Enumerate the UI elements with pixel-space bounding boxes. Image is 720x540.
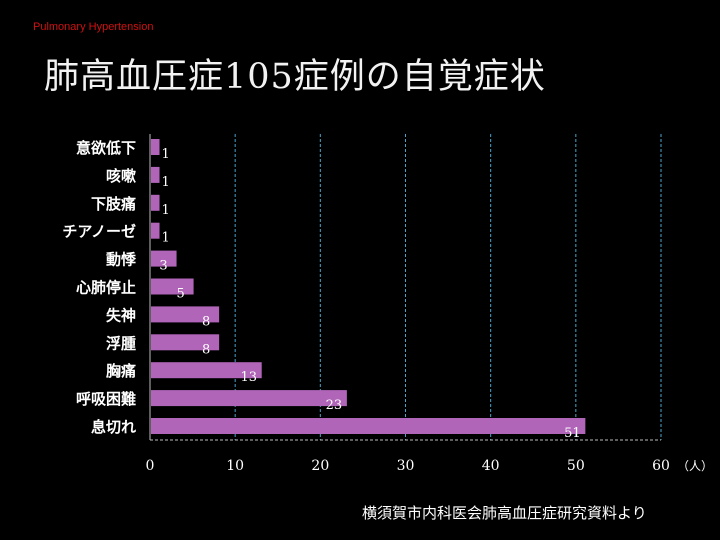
data-label: 1	[162, 175, 170, 190]
data-label: 3	[159, 259, 167, 274]
x-tick-label: 40	[482, 458, 500, 474]
bar	[151, 222, 160, 239]
y-category-label: 咳嗽	[106, 167, 136, 185]
bar	[151, 250, 177, 267]
x-tick-label: 10	[226, 458, 244, 474]
data-label: 51	[564, 426, 581, 441]
bar	[151, 194, 160, 211]
data-label: 1	[162, 203, 170, 218]
bar	[151, 139, 160, 155]
y-category-label: 心肺停止	[76, 279, 136, 297]
x-tick-label: 30	[397, 458, 415, 474]
source-note: 横須賀市内科医会肺高血圧症研究資料より	[362, 504, 647, 522]
x-tick-label: 60	[652, 458, 670, 474]
y-category-label: 胸痛	[106, 362, 136, 380]
y-category-label: 呼吸困難	[76, 390, 136, 408]
bar	[151, 418, 586, 434]
y-category-label: 動悸	[106, 251, 137, 269]
x-tick-label: 20	[311, 458, 329, 474]
bar	[151, 334, 220, 351]
data-label: 13	[240, 370, 257, 385]
y-category-label: 下肢痛	[91, 195, 136, 213]
data-label: 8	[202, 342, 210, 357]
data-label: 5	[176, 287, 184, 302]
page-title: 肺高血圧症105症例の自覚症状	[44, 57, 546, 97]
bar	[151, 390, 347, 407]
data-label: 23	[326, 398, 343, 413]
x-axis-unit: （人）	[677, 459, 713, 473]
y-category-label: 意欲低下	[76, 139, 136, 157]
y-category-label: 失神	[106, 306, 136, 324]
y-category-label: 浮腫	[106, 334, 136, 352]
y-category-label: チアノーゼ	[62, 223, 136, 241]
data-label: 8	[202, 314, 210, 329]
bar	[151, 278, 194, 295]
y-category-label: 息切れ	[91, 418, 136, 436]
x-tick-label: 50	[567, 458, 585, 474]
data-label: 1	[162, 147, 170, 162]
bar	[151, 306, 220, 323]
bar	[151, 166, 160, 183]
subtitle: Pulmonary Hypertension	[33, 21, 154, 33]
x-tick-label: 0	[146, 458, 155, 474]
data-label: 1	[162, 231, 170, 246]
bar	[151, 362, 262, 379]
